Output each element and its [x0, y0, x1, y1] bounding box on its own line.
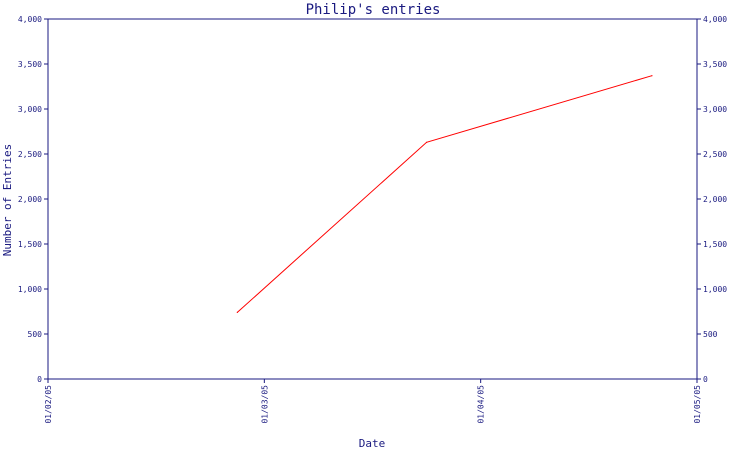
ticks: 0 0 500 500 1,000 1,000 1,500 1,500 2,000 2,000 2,… [18, 15, 727, 424]
plot-frame [47, 18, 698, 380]
y-tick-label-left: 1,500 [18, 240, 42, 249]
x-tick-label: 01/05/05 [693, 385, 702, 424]
y-tick-label-right: 4,000 [703, 15, 727, 24]
x-tick-label: 01/02/05 [44, 385, 53, 424]
data-point [651, 75, 653, 77]
y-tick-label-right: 3,000 [703, 105, 727, 114]
y-tick-label-left: 3,500 [18, 60, 42, 69]
x-tick-label: 01/03/05 [260, 385, 269, 424]
y-tick-label-left: 3,000 [18, 105, 42, 114]
y-axis-label: Number of Entries [1, 144, 14, 257]
y-tick-label-right: 2,500 [703, 150, 727, 159]
series-line [236, 75, 653, 313]
x-tick-label: 01/04/05 [477, 385, 486, 424]
y-tick-label-right: 2,000 [703, 195, 727, 204]
y-tick-label-right: 1,000 [703, 285, 727, 294]
y-tick-label-right: 3,500 [703, 60, 727, 69]
y-tick-label-left: 4,000 [18, 15, 42, 24]
y-tick-label-right: 1,500 [703, 240, 727, 249]
series [236, 75, 653, 313]
y-tick-label-left: 500 [28, 330, 43, 339]
y-tick-label-left: 0 [37, 375, 42, 384]
chart-title: Philip's entries [306, 2, 441, 18]
axes [47, 18, 698, 380]
x-axis-label: Date [359, 437, 386, 450]
y-tick-label-right: 500 [703, 330, 718, 339]
y-tick-label-left: 2,000 [18, 195, 42, 204]
y-tick-label-right: 0 [703, 375, 708, 384]
data-point [236, 311, 238, 313]
y-tick-label-left: 1,000 [18, 285, 42, 294]
y-tick-label-left: 2,500 [18, 150, 42, 159]
data-point [425, 141, 428, 143]
